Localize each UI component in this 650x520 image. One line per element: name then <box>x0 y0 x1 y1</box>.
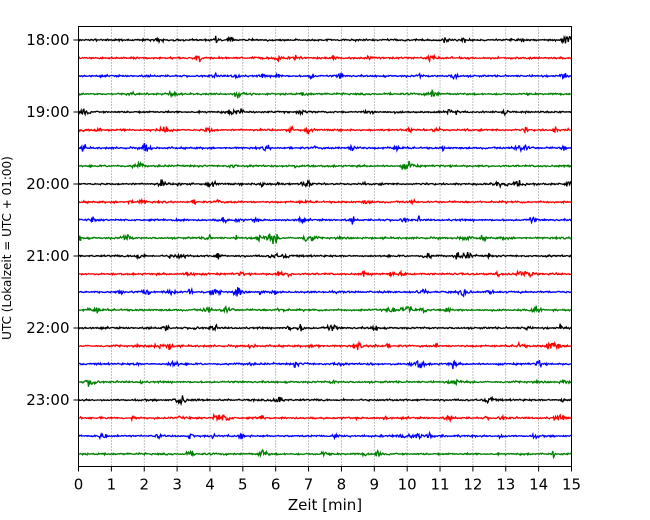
y-axis-ticks: 18:00 19:00 20:00 21:00 22:00 23:00 <box>26 31 79 409</box>
x-axis-ticks: 0 1 2 3 4 5 6 7 8 9 10 11 12 13 14 15 <box>74 466 581 494</box>
x-tick-label-4: 4 <box>205 476 215 494</box>
x-tick-label-3: 3 <box>172 476 182 494</box>
trace-row-6 <box>78 142 572 154</box>
trace-row-1 <box>77 53 572 64</box>
trace-row-12 <box>78 251 572 261</box>
y-tick-label-2: 20:00 <box>26 175 69 193</box>
trace-row-21 <box>78 412 573 424</box>
trace-row-5 <box>77 125 572 135</box>
trace-row-13 <box>78 269 572 279</box>
y-tick-label-1: 19:00 <box>26 103 69 121</box>
trace-row-0 <box>78 34 572 45</box>
trace-row-22 <box>78 430 572 441</box>
trace-row-10 <box>78 215 572 225</box>
x-tick-label-9: 9 <box>370 476 380 494</box>
trace-row-4 <box>78 107 573 117</box>
x-axis-label: Zeit [min] <box>288 496 362 514</box>
trace-row-18 <box>78 359 572 370</box>
trace-row-2 <box>77 71 572 81</box>
trace-rows <box>77 34 573 460</box>
x-tick-label-13: 13 <box>496 476 515 494</box>
x-tick-label-10: 10 <box>398 476 417 494</box>
trace-row-14 <box>78 286 572 298</box>
y-tick-label-4: 22:00 <box>26 319 69 337</box>
x-tick-label-5: 5 <box>238 476 248 494</box>
x-tick-label-8: 8 <box>337 476 347 494</box>
y-axis-label: UTC (Lokalzeit = UTC + 01:00) <box>0 156 14 340</box>
trace-row-16 <box>78 323 572 332</box>
x-tick-label-12: 12 <box>463 476 482 494</box>
x-grid <box>111 26 539 467</box>
y-tick-label-0: 18:00 <box>26 31 69 49</box>
x-tick-label-14: 14 <box>529 476 548 494</box>
x-tick-label-1: 1 <box>107 476 117 494</box>
trace-row-15 <box>78 304 572 315</box>
trace-row-20 <box>78 395 572 407</box>
trace-row-17 <box>78 340 572 351</box>
trace-row-19 <box>78 378 572 387</box>
x-tick-label-6: 6 <box>271 476 281 494</box>
y-tick-label-3: 21:00 <box>26 247 69 265</box>
x-tick-label-2: 2 <box>139 476 149 494</box>
trace-row-9 <box>78 197 572 206</box>
y-tick-label-5: 23:00 <box>26 391 69 409</box>
x-tick-label-11: 11 <box>430 476 449 494</box>
plot-frame <box>78 26 572 467</box>
trace-row-3 <box>78 88 572 99</box>
trace-row-23 <box>78 448 572 460</box>
x-tick-label-0: 0 <box>74 476 84 494</box>
trace-row-11 <box>77 233 573 245</box>
trace-row-7 <box>78 160 572 170</box>
trace-row-8 <box>78 178 572 189</box>
x-tick-label-7: 7 <box>304 476 314 494</box>
x-tick-label-15: 15 <box>562 476 581 494</box>
